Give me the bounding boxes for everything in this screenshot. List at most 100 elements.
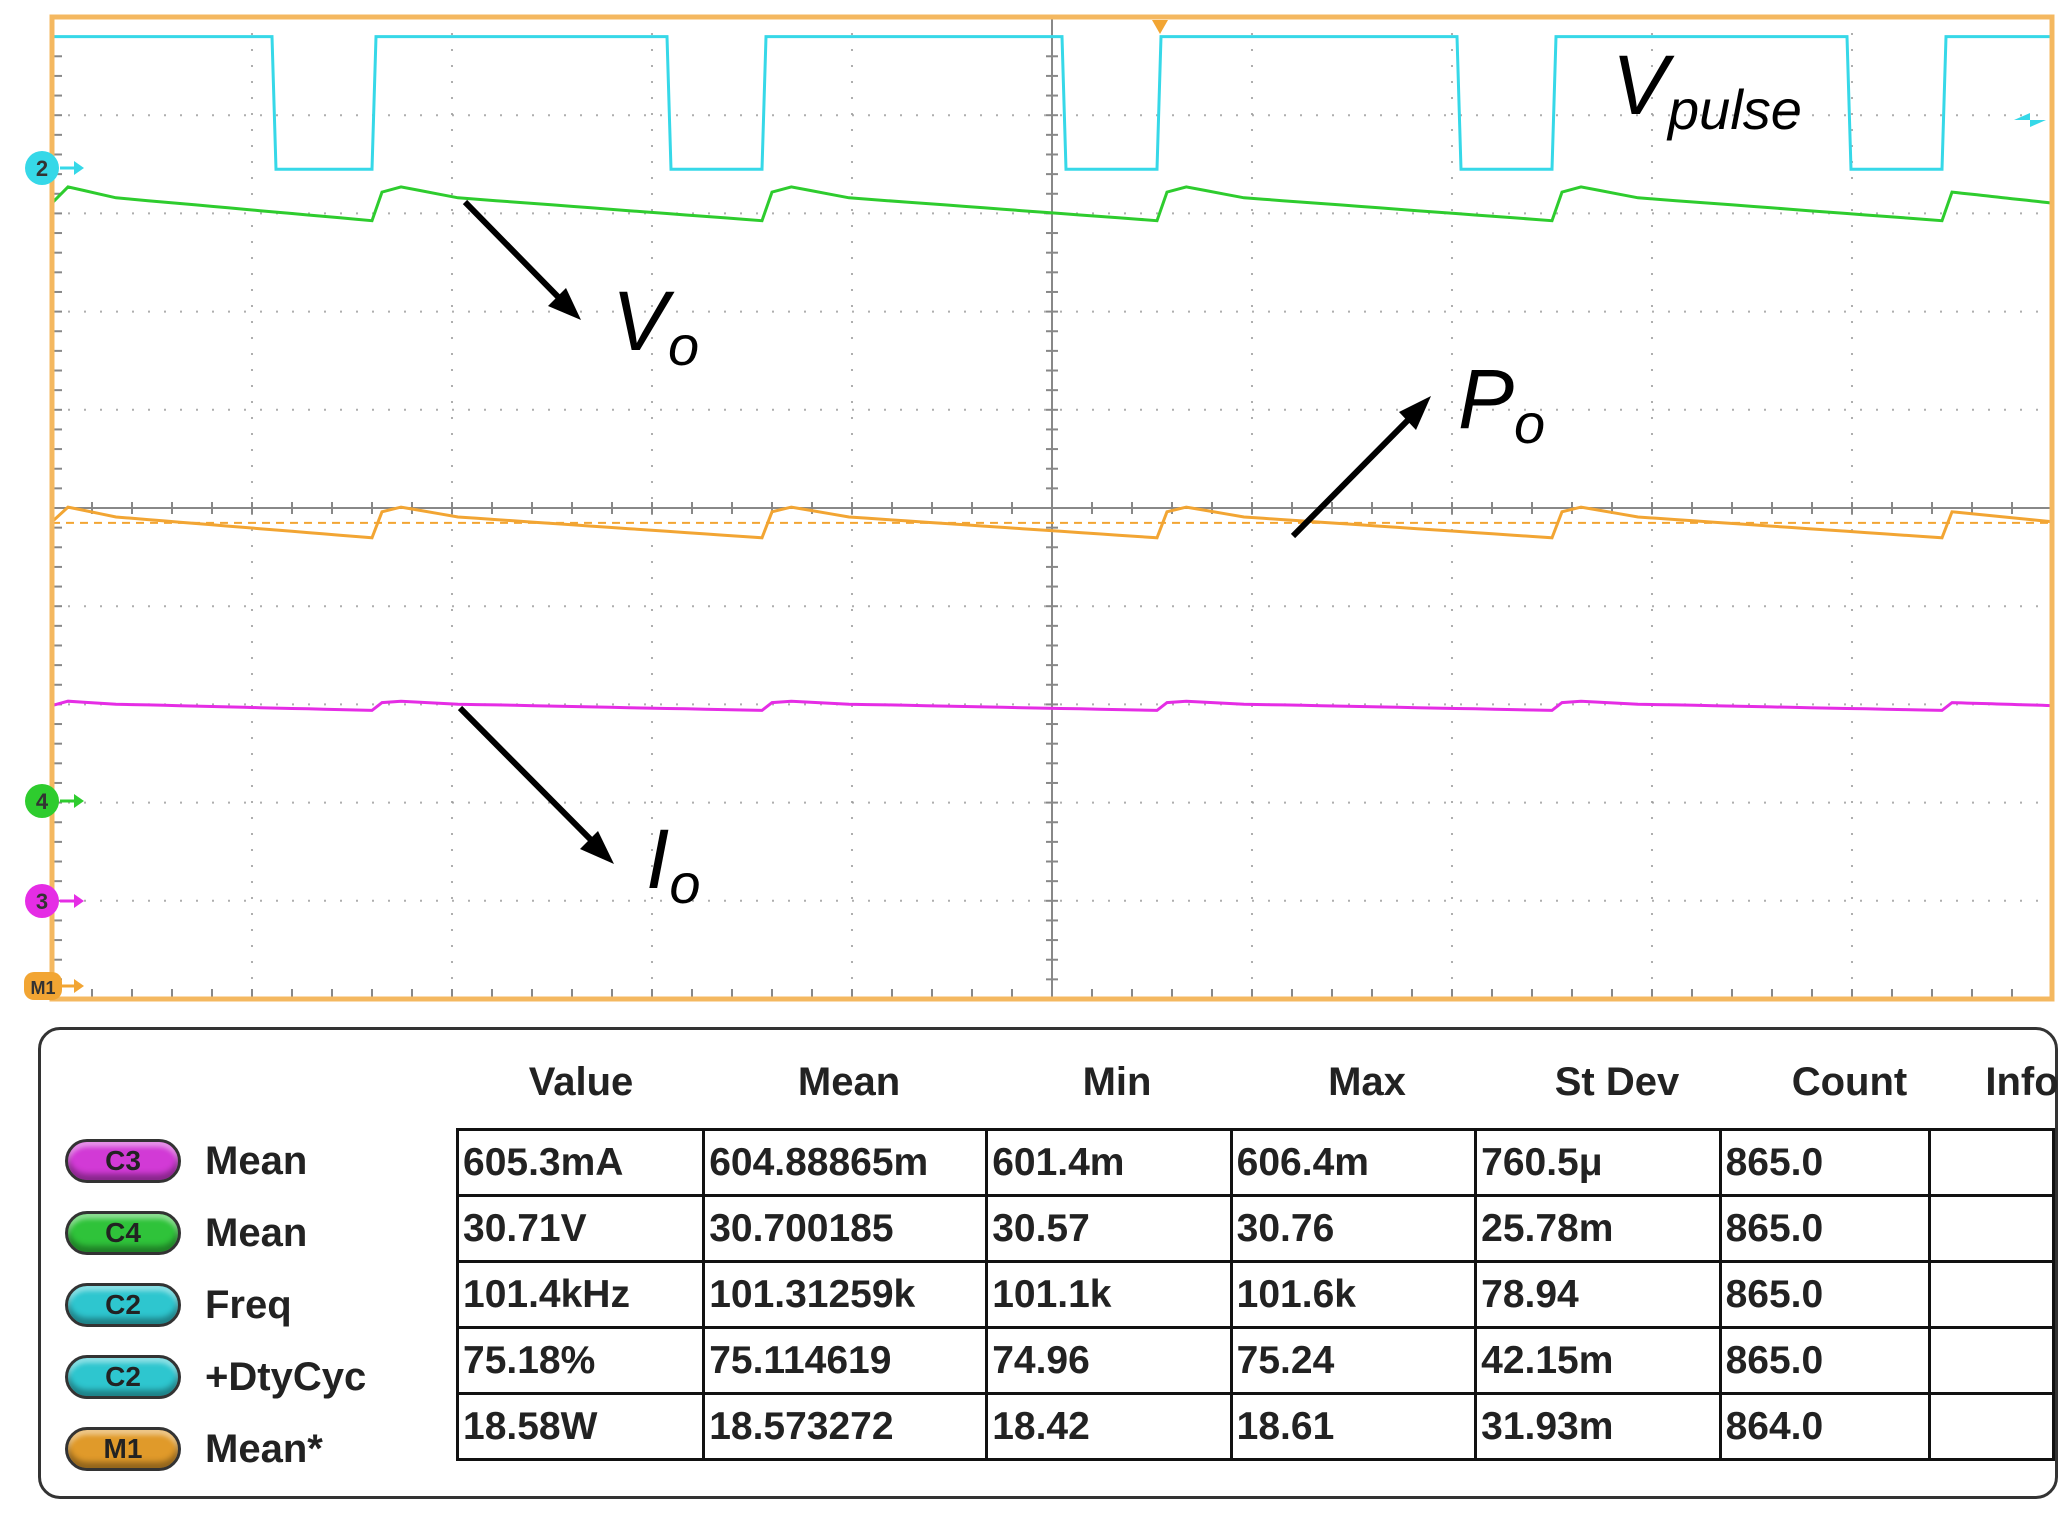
marker-arrow [74, 794, 84, 808]
row-source-label: C2 Freq [65, 1269, 292, 1341]
vo-label: Vo [612, 274, 699, 377]
marker-label: 3 [36, 889, 48, 914]
marker-badge [24, 972, 62, 1000]
po-arrow [1290, 407, 1421, 539]
cell-max: 75.24 [1229, 1326, 1478, 1395]
row-source-label: C4 Mean [65, 1197, 307, 1269]
cell-min: 18.42 [985, 1392, 1233, 1461]
vo-arrow [462, 199, 571, 310]
source-badge[interactable]: C4 [65, 1211, 181, 1255]
measurement-panel: Value Mean Min Max St Dev Count Info C3 M… [38, 1027, 2059, 1499]
measurement-table: 605.3mA 604.88865m 601.4m 606.4m 760.5μ 865.0… [455, 1128, 2055, 1461]
channel-markers: 2 4 3 M1 [24, 151, 84, 1000]
header-max: Max [1328, 1060, 1406, 1104]
trigger-level-marker[interactable] [2014, 113, 2046, 127]
stat-name: Freq [205, 1282, 292, 1327]
header-info: Info [1985, 1060, 2059, 1104]
marker-label: 2 [36, 156, 48, 181]
cell-max: 18.61 [1229, 1392, 1478, 1461]
marker-arrow [74, 894, 84, 908]
ch4-marker: 4 [25, 784, 84, 818]
ch3-marker: 3 [25, 884, 84, 918]
cell-max: 30.76 [1229, 1194, 1478, 1263]
cell-value: 30.71V [455, 1194, 706, 1263]
measurement-row: 75.18% 75.114619 74.96 75.24 42.15m 865.0 [455, 1326, 2055, 1395]
cell-value: 75.18% [455, 1326, 706, 1395]
annotation-arrows [457, 199, 1431, 864]
row-source-label: C3 Mean [65, 1125, 307, 1197]
oscilloscope-display: 2 4 3 M1 Vpulse Vo Po Io [24, 14, 2055, 1002]
header-stdev: St Dev [1554, 1060, 1680, 1104]
row-source-label: C2 +DtyCyc [65, 1341, 366, 1413]
cell-min: 74.96 [985, 1326, 1233, 1395]
po-label: Po [1458, 352, 1545, 455]
vpulse-label: Vpulse [1612, 38, 1802, 141]
cell-info [1928, 1392, 2055, 1461]
io-trace [51, 699, 2053, 712]
cell-stdev: 31.93m [1474, 1392, 1722, 1461]
row-source-label: M1 Mean* [65, 1413, 323, 1485]
cell-count: 865.0 [1718, 1194, 1932, 1263]
cell-info [1928, 1260, 2055, 1329]
marker-label: M1 [30, 978, 55, 998]
cell-max: 606.4m [1229, 1128, 1478, 1197]
cell-mean: 101.31259k [702, 1260, 989, 1329]
po-arrowhead [1399, 396, 1431, 430]
measurement-row: 30.71V 30.700185 30.57 30.76 25.78m 865.0 [455, 1194, 2055, 1263]
cell-stdev: 25.78m [1474, 1194, 1722, 1263]
traces [50, 35, 2053, 712]
ch2-marker: 2 [25, 151, 84, 185]
po-trace [50, 505, 2053, 540]
cell-info [1928, 1326, 2055, 1395]
io-label: Io [646, 812, 701, 915]
marker-arrow [74, 979, 84, 993]
cell-count: 865.0 [1718, 1326, 1932, 1395]
cell-stdev: 42.15m [1474, 1326, 1722, 1395]
cell-min: 30.57 [985, 1194, 1233, 1263]
source-badge[interactable]: C2 [65, 1355, 181, 1399]
trigger-position-marker [1152, 20, 1168, 34]
cell-count: 865.0 [1718, 1260, 1932, 1329]
marker-badge [25, 151, 59, 185]
marker-label: 4 [36, 789, 49, 814]
cell-info [1928, 1128, 2055, 1197]
header-count: Count [1791, 1060, 1908, 1104]
cell-min: 101.1k [985, 1260, 1233, 1329]
stat-name: Mean [205, 1138, 308, 1183]
cell-count: 865.0 [1718, 1128, 1932, 1197]
header-value: Value [528, 1060, 634, 1104]
marker-badge [25, 784, 59, 818]
source-badge[interactable]: C3 [65, 1139, 181, 1183]
cell-mean: 604.88865m [702, 1128, 989, 1197]
cell-mean: 18.573272 [702, 1392, 989, 1461]
header-min: Min [1082, 1060, 1152, 1104]
measurement-row: 101.4kHz 101.31259k 101.1k 101.6k 78.94 865.0 [455, 1260, 2055, 1329]
cell-info [1928, 1194, 2055, 1263]
cell-min: 601.4m [985, 1128, 1233, 1197]
cell-mean: 30.700185 [702, 1194, 989, 1263]
m1-marker: M1 [24, 972, 84, 1000]
cell-value: 18.58W [455, 1392, 706, 1461]
stat-name: +DtyCyc [205, 1354, 367, 1399]
vpulse-trace [52, 35, 2052, 171]
cell-mean: 75.114619 [702, 1326, 989, 1395]
source-badge[interactable]: M1 [65, 1427, 181, 1471]
io-arrow [457, 705, 605, 854]
cell-stdev: 78.94 [1474, 1260, 1722, 1329]
cell-max: 101.6k [1229, 1260, 1478, 1329]
cell-stdev: 760.5μ [1474, 1128, 1722, 1197]
cell-value: 101.4kHz [455, 1260, 706, 1329]
io-arrowhead [580, 831, 614, 864]
display-frame [49, 14, 2055, 1002]
marker-arrow [74, 161, 84, 175]
header-mean: Mean [797, 1060, 901, 1104]
marker-badge [25, 884, 59, 918]
vo-arrowhead [548, 288, 581, 320]
cell-value: 605.3mA [455, 1128, 706, 1197]
stat-name: Mean* [205, 1426, 323, 1471]
cell-count: 864.0 [1718, 1392, 1932, 1461]
stat-name: Mean [205, 1210, 308, 1255]
measurement-row: 18.58W 18.573272 18.42 18.61 31.93m 864.0 [455, 1392, 2055, 1461]
vo-trace [50, 185, 2053, 223]
source-badge[interactable]: C2 [65, 1283, 181, 1327]
